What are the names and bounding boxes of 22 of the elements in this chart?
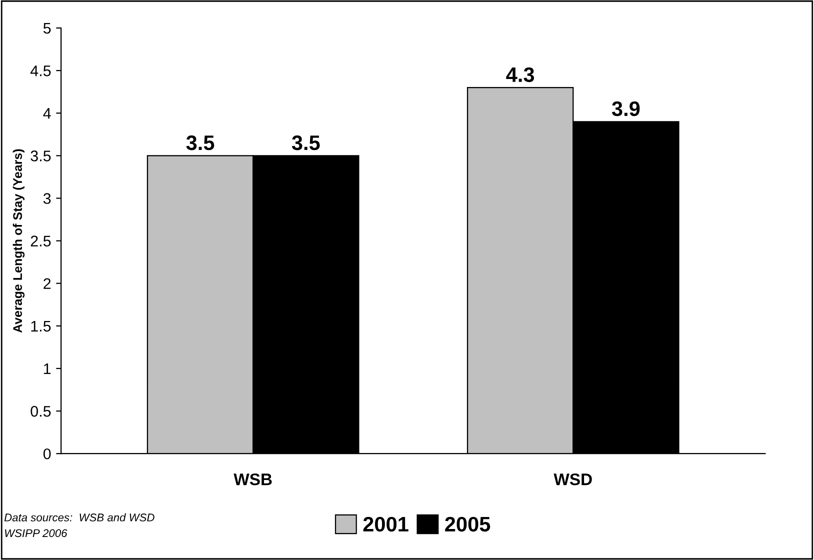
text: WSIPP 2006 xyxy=(5,529,68,538)
y-tick-label: 4.5 xyxy=(30,66,51,76)
legend-label: 2001 xyxy=(363,516,408,532)
y-tick-label: 0 xyxy=(43,448,51,460)
y-tick-label: 5 xyxy=(43,23,51,34)
legend-label: 2005 xyxy=(445,516,490,532)
x-tick-label: WSD xyxy=(554,473,592,486)
y-tick-label: 1 xyxy=(44,364,51,374)
y-tick-label: 0.5 xyxy=(30,406,51,417)
data-label: 3.9 xyxy=(612,101,640,116)
x-tick-label: WSB xyxy=(234,473,272,486)
y-tick-label: 1.5 xyxy=(31,320,51,332)
data-label: 3.5 xyxy=(292,135,320,150)
y-tick-label: 3 xyxy=(43,193,51,204)
data-label: 4.3 xyxy=(506,67,534,82)
y-tick-label: 3.5 xyxy=(30,150,51,162)
text: Data sources: WSB and WSD xyxy=(4,513,154,522)
y-tick-label: 2.5 xyxy=(30,236,51,246)
y-axis-title: Average Length of Stay (Years) xyxy=(12,149,25,333)
y-tick-label: 2 xyxy=(44,278,51,289)
data-label: 3.5 xyxy=(186,135,214,150)
y-tick-label: 4 xyxy=(43,108,51,119)
